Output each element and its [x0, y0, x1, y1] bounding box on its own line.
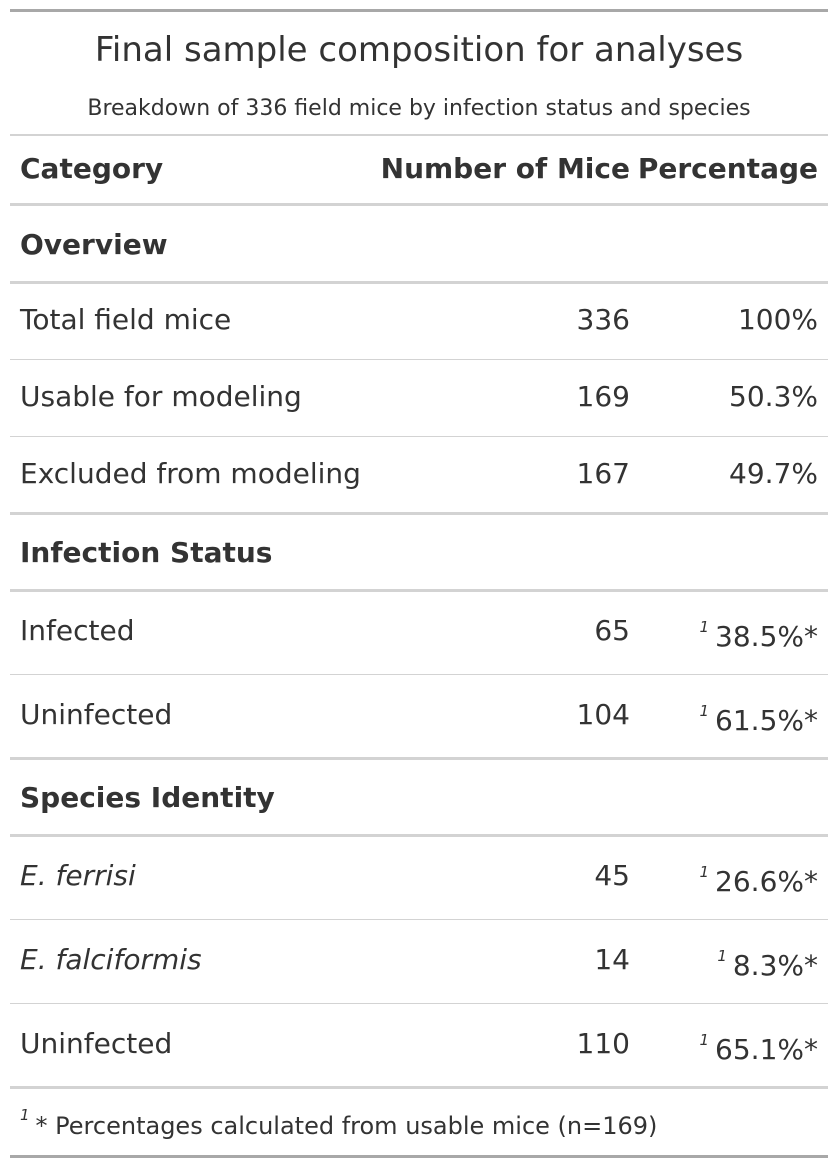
cell-percentage: 49.7%: [729, 457, 818, 490]
cell-percentage: 100%: [738, 303, 818, 336]
footnote-mark: 1: [699, 863, 710, 881]
percentage-value: 65.1%*: [715, 1033, 818, 1066]
cell-category: Total field mice: [20, 302, 232, 336]
column-header-number: Number of Mice: [380, 152, 630, 185]
footnote-mark: 1: [699, 618, 710, 636]
cell-percentage: 50.3%: [729, 380, 818, 413]
footnote-mark: 1: [699, 1031, 710, 1049]
cell-count: 169: [576, 379, 630, 413]
footnote-mark: 1: [20, 1106, 30, 1124]
group-divider: [10, 589, 828, 592]
column-header-category: Category: [20, 152, 164, 185]
row-divider: [10, 919, 828, 920]
cell-category: E. falciformis: [20, 943, 202, 976]
cell-category: Uninfected: [20, 698, 173, 731]
row-divider: [10, 359, 828, 360]
percentage-value: 26.6%*: [715, 865, 818, 898]
cell-category: Excluded from modeling: [20, 456, 361, 490]
row-divider: [10, 436, 828, 437]
cell-count: 104: [576, 698, 630, 731]
cell-category: Usable for modeling: [20, 379, 302, 413]
group-bottom-rule: [10, 757, 828, 760]
cell-count: 45: [594, 859, 630, 892]
group-divider: [10, 281, 828, 284]
cell-percentage: 1 61.5%*: [700, 702, 819, 737]
percentage-value: 61.5%*: [715, 704, 818, 737]
row-divider: [10, 1003, 828, 1004]
cell-category: E. ferrisi: [20, 859, 136, 892]
cell-count: 14: [594, 943, 630, 976]
percentage-value: 8.3%*: [732, 949, 818, 982]
percentage-value: 50.3%: [729, 379, 818, 413]
percentage-value: 100%: [737, 302, 818, 336]
row-group-label: Species Identity: [20, 781, 275, 814]
cell-percentage: 1 8.3%*: [717, 947, 818, 982]
row-divider: [10, 674, 828, 675]
table-bottom-rule: [10, 1155, 828, 1158]
footnote-text: * Percentages calculated from usable mic…: [35, 1112, 658, 1140]
percentage-value: 38.5%*: [715, 620, 818, 653]
row-group-label: Overview: [20, 228, 168, 261]
header-top-rule: [10, 134, 828, 136]
cell-category: Infected: [20, 614, 135, 647]
group-bottom-rule: [10, 512, 828, 515]
cell-count: 110: [576, 1027, 630, 1060]
footnote-mark: 1: [717, 947, 727, 965]
group-bottom-rule: [10, 1086, 828, 1089]
cell-count: 65: [594, 614, 630, 647]
percentage-value: 49.7%: [729, 456, 818, 490]
cell-percentage: 1 65.1%*: [700, 1031, 819, 1066]
table-subtitle: Breakdown of 336 field mice by infection…: [87, 96, 751, 121]
table-title: Final sample composition for analyses: [94, 30, 744, 70]
cell-count: 336: [576, 302, 630, 336]
row-group-label: Infection Status: [20, 536, 273, 569]
footnote-mark: 1: [699, 702, 710, 720]
cell-percentage: 1 26.6%*: [700, 863, 819, 898]
header-bottom-rule: [10, 203, 828, 206]
table-top-rule: [10, 9, 828, 12]
group-divider: [10, 834, 828, 837]
cell-count: 167: [576, 456, 630, 490]
column-header-percentage: Percentage: [637, 152, 818, 185]
table-footnote: 1 * Percentages calculated from usable mi…: [20, 1106, 657, 1140]
cell-percentage: 1 38.5%*: [700, 618, 819, 653]
cell-category: Uninfected: [20, 1027, 173, 1060]
